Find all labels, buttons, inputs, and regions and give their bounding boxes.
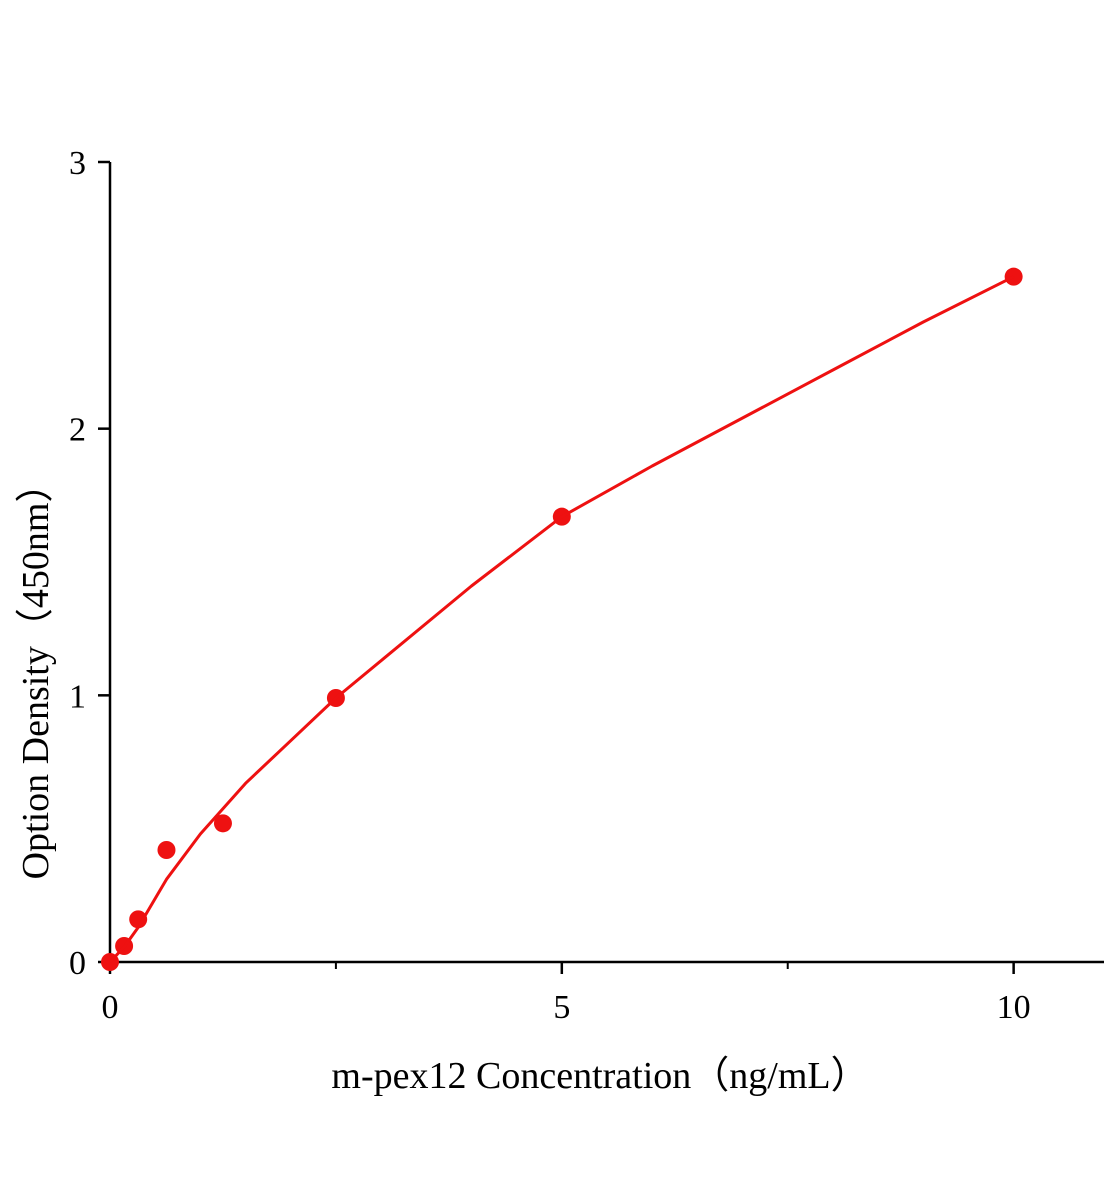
- data-point: [129, 910, 148, 929]
- data-point: [213, 814, 232, 833]
- y-axis-label: Option Density（450nm）: [15, 465, 57, 880]
- y-tick-label: 1: [69, 678, 86, 715]
- x-tick-label: 0: [102, 989, 119, 1026]
- data-point: [157, 841, 176, 859]
- x-tick-label: 5: [553, 989, 570, 1026]
- x-tick-label: 10: [997, 989, 1031, 1026]
- y-tick-label: 2: [69, 412, 86, 449]
- x-axis-label: m-pex12 Concentration（ng/mL）: [331, 1055, 868, 1097]
- y-tick-label: 0: [69, 945, 86, 982]
- y-tick-label: 3: [69, 145, 86, 182]
- fit-line: [108, 275, 1015, 964]
